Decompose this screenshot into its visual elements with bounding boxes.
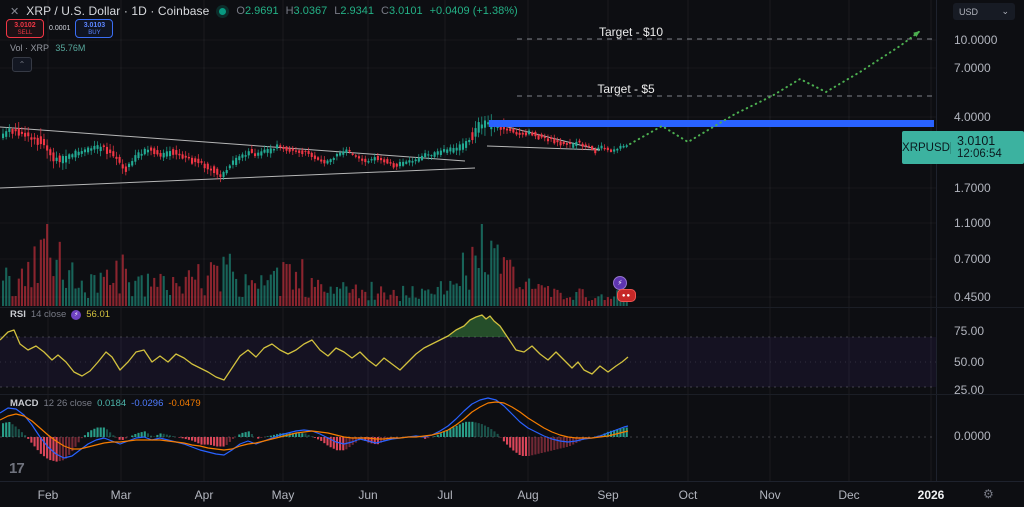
macd-line-value: -0.0296 — [131, 398, 164, 409]
sell-label: SELL — [17, 29, 33, 36]
tradingview-logo[interactable]: 17 — [9, 460, 25, 477]
price-axis-label: 1.7000 — [954, 181, 991, 195]
event-marker-red-icon[interactable]: ●● — [617, 289, 636, 302]
rsi-hint-icon[interactable]: ⚡ — [71, 309, 82, 320]
time-axis[interactable]: Feb Mar Apr May Jun Jul Aug Sep Oct Nov Dec 2026 ⚙ — [0, 481, 1024, 507]
time-axis-month-label: Apr — [194, 488, 214, 502]
macd-signal-value: -0.0479 — [168, 398, 201, 409]
time-axis-month-label: Nov — [759, 488, 781, 502]
time-axis-year-label: 2026 — [917, 488, 945, 502]
bolt-icon: ⚡ — [617, 280, 623, 287]
close-value: 3.0101 — [388, 5, 423, 17]
bolt-icon: ⚡ — [74, 312, 79, 318]
dots-icon: ●● — [621, 292, 632, 299]
time-axis-month-label: Jul — [437, 488, 453, 502]
rsi-legend[interactable]: RSI 14 close ⚡ 56.01 — [10, 309, 110, 320]
high-value: 3.0367 — [293, 5, 328, 17]
price-axis[interactable]: USD ⌄ 10.0000 7.0000 4.0000 1.7000 1.1000 0.7… — [936, 0, 1024, 481]
buy-button[interactable]: 3.0103 BUY — [75, 19, 114, 38]
price-axis-label: 0.0000 — [954, 429, 991, 443]
low-label: L — [334, 5, 341, 17]
time-axis-month-label: Mar — [110, 488, 132, 502]
collapse-pane-button[interactable]: ⌃ — [12, 57, 32, 72]
chart-region: ✕ XRP / U.S. Dollar · 1D · Coinbase O2.9… — [0, 0, 936, 481]
open-label: O — [236, 5, 245, 17]
price-axis-label: 4.0000 — [954, 110, 991, 124]
target-5-label[interactable]: Target - $5 — [597, 82, 655, 96]
macd-params: 12 26 close — [43, 398, 93, 409]
buy-label: BUY — [88, 29, 101, 36]
volume-value: 35.76M — [55, 43, 86, 53]
pane-separator[interactable] — [0, 307, 1024, 308]
high-label: H — [285, 5, 294, 17]
price-axis-label: 0.7000 — [954, 252, 991, 266]
macd-title: MACD — [10, 398, 39, 409]
sell-button[interactable]: 3.0102 SELL — [6, 19, 44, 38]
market-status-icon — [219, 7, 227, 15]
symbol-legend[interactable]: ✕ XRP / U.S. Dollar · 1D · Coinbase O2.9… — [10, 4, 518, 18]
rsi-value: 56.01 — [86, 309, 111, 320]
price-axis-label: 25.00 — [954, 383, 985, 397]
price-tag-countdown: 12:06:54 — [957, 148, 1002, 161]
rsi-params: 14 close — [30, 309, 67, 320]
price-axis-label: 50.00 — [954, 355, 985, 369]
ohlc-values: O2.9691 H3.0367 L2.9341 C3.0101 +0.0409 … — [236, 5, 517, 17]
pane-separator[interactable] — [0, 394, 1024, 395]
settings-clock-icon[interactable]: ⚙ — [983, 487, 994, 501]
symbol-title[interactable]: XRP / U.S. Dollar · 1D · Coinbase — [26, 4, 210, 18]
price-tag-symbol: XRPUSD — [902, 141, 951, 154]
volume-label: Vol · XRP — [10, 43, 49, 53]
time-axis-month-label: Oct — [678, 488, 698, 502]
change-value: +0.0409 (+1.38%) — [429, 5, 518, 17]
time-axis-month-label: Jun — [358, 488, 378, 502]
spread-value: 0.0001 — [49, 25, 71, 32]
price-axis-label: 75.00 — [954, 324, 985, 338]
low-value: 2.9341 — [340, 5, 374, 17]
price-axis-label: 1.1000 — [954, 216, 991, 230]
price-axis-label: 10.0000 — [954, 33, 998, 47]
currency-label: USD — [959, 6, 979, 17]
buy-price: 3.0103 — [83, 21, 106, 29]
trade-buttons: 3.0102 SELL 0.0001 3.0103 BUY — [6, 19, 114, 38]
price-axis-label: 7.0000 — [954, 61, 991, 75]
current-price-tag: XRPUSD 3.0101 12:06:54 — [902, 131, 1024, 164]
sell-price: 3.0102 — [14, 21, 36, 29]
time-axis-month-label: May — [271, 488, 295, 502]
time-axis-month-label: Feb — [37, 488, 59, 502]
volume-legend[interactable]: Vol · XRP 35.76M — [10, 43, 85, 53]
currency-selector[interactable]: USD ⌄ — [953, 3, 1015, 20]
chevron-up-icon: ⌃ — [18, 60, 26, 69]
macd-legend[interactable]: MACD 12 26 close 0.0184 -0.0296 -0.0479 — [10, 398, 201, 409]
time-axis-month-label: Aug — [517, 488, 539, 502]
close-label: C — [380, 5, 389, 17]
price-tag-value: 3.0101 — [957, 133, 996, 148]
chevron-down-icon: ⌄ — [1001, 6, 1009, 16]
close-icon[interactable]: ✕ — [10, 5, 20, 18]
rsi-title: RSI — [10, 309, 26, 320]
price-chart-canvas[interactable] — [0, 0, 936, 481]
open-value: 2.9691 — [244, 5, 279, 17]
price-axis-label: 0.4500 — [954, 290, 991, 304]
time-axis-month-label: Dec — [838, 488, 860, 502]
macd-hist-value: 0.0184 — [97, 398, 127, 409]
time-axis-month-label: Sep — [597, 488, 619, 502]
event-marker-purple-icon[interactable]: ⚡ — [613, 276, 627, 290]
target-10-label[interactable]: Target - $10 — [598, 25, 664, 39]
